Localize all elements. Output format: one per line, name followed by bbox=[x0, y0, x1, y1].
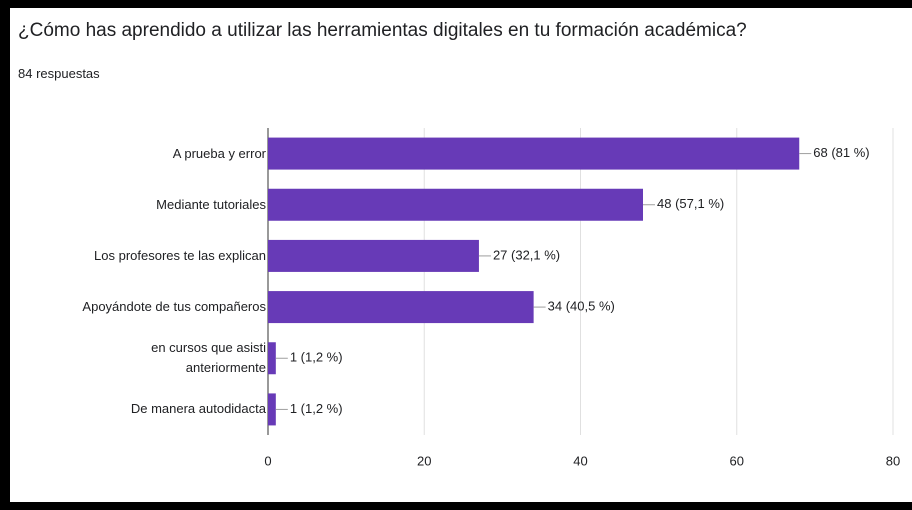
category-label: A prueba y error bbox=[172, 145, 266, 161]
bar bbox=[268, 342, 276, 375]
bar bbox=[268, 188, 643, 221]
x-tick-label: 0 bbox=[264, 453, 271, 468]
data-label: 27 (32,1 %) bbox=[493, 247, 560, 262]
category-label: Apoyándote de tus compañeros bbox=[82, 299, 266, 315]
category-label: Los profesores te las explican bbox=[94, 247, 266, 263]
x-tick-label: 60 bbox=[730, 453, 744, 468]
x-tick-label: 80 bbox=[886, 453, 900, 468]
chart-subtitle: 84 respuestas bbox=[18, 66, 100, 81]
bar bbox=[268, 239, 479, 272]
category-label: Mediante tutoriales bbox=[156, 196, 266, 212]
data-label: 68 (81 %) bbox=[813, 145, 869, 160]
chart-card: ¿Cómo has aprendido a utilizar las herra… bbox=[10, 8, 912, 502]
category-label: en cursos que asisti anteriormente bbox=[151, 340, 266, 376]
bar bbox=[268, 291, 534, 324]
data-label: 1 (1,2 %) bbox=[290, 401, 343, 416]
chart-title: ¿Cómo has aprendido a utilizar las herra… bbox=[18, 20, 747, 41]
bar bbox=[268, 137, 800, 170]
x-tick-label: 20 bbox=[417, 453, 431, 468]
data-label: 48 (57,1 %) bbox=[657, 196, 724, 211]
chart: 0 20 40 60 80 68 (81 %) 48 (57,1 %) 27 (32,1 %)… bbox=[264, 128, 900, 468]
x-tick-label: 40 bbox=[573, 453, 587, 468]
category-label: De manera autodidacta bbox=[130, 401, 266, 417]
data-label: 1 (1,2 %) bbox=[290, 350, 343, 365]
bar bbox=[268, 393, 276, 426]
data-label: 34 (40,5 %) bbox=[548, 299, 615, 314]
